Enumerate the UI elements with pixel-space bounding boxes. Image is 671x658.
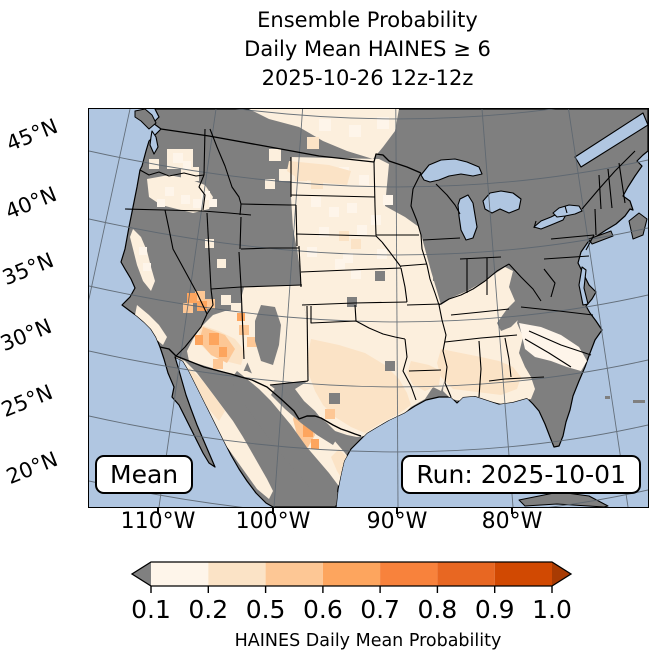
vancouver-island	[134, 109, 157, 130]
colorbar-over-arrow	[552, 562, 571, 586]
svg-text:1.0: 1.0	[532, 595, 572, 624]
puget-sound	[149, 130, 159, 155]
svg-text:0.6: 0.6	[303, 595, 343, 624]
colorbar-label: HAINES Daily Mean Probability	[235, 631, 502, 651]
islands	[134, 109, 648, 507]
border-canada	[160, 128, 422, 174]
colorbar-ticks	[150, 586, 553, 593]
nova-scotia	[628, 212, 648, 240]
run-annotation-box: Run: 2025-10-01	[401, 455, 641, 494]
map-canvas	[89, 109, 648, 507]
bahamas-1	[605, 396, 610, 399]
graticule	[89, 109, 648, 507]
lat-label-30n: 30°N	[0, 313, 56, 357]
colorbar: 0.1 0.2 0.5 0.6 0.7 0.8 0.9 1.0 HAINES D…	[130, 561, 573, 651]
title-line-1: Ensemble Probability	[257, 8, 478, 32]
chesapeake-bay	[578, 266, 589, 306]
lon-tick-80w	[511, 507, 513, 514]
svg-text:0.8: 0.8	[418, 595, 458, 624]
svg-text:0.1: 0.1	[131, 595, 171, 624]
lon-tick-90w	[396, 507, 398, 514]
lake-superior	[420, 158, 483, 183]
lat-label-25n: 25°N	[0, 379, 57, 423]
lat-label-40n: 40°N	[1, 181, 61, 225]
lon-tick-100w	[272, 507, 274, 514]
lat-label-45n: 45°N	[2, 113, 62, 157]
svg-text:0.2: 0.2	[188, 595, 228, 624]
map-axes	[88, 108, 649, 508]
title-line-3: 2025-10-26 12z-12z	[261, 66, 474, 90]
lake-ontario	[552, 204, 583, 218]
bahamas-2	[633, 400, 645, 403]
masked-overlays	[231, 259, 541, 505]
figure-title: Ensemble Probability Daily Mean HAINES ≥…	[88, 6, 647, 93]
state-borders	[124, 128, 636, 437]
lon-label-80w: 80°W	[481, 509, 543, 534]
lon-tick-110w	[157, 507, 159, 514]
lat-label-35n: 35°N	[0, 247, 58, 291]
lat-label-20n: 20°N	[2, 446, 62, 490]
title-line-2: Daily Mean HAINES ≥ 6	[244, 37, 491, 61]
mean-annotation-box: Mean	[95, 455, 194, 494]
colorbar-tick-labels: 0.1 0.2 0.5 0.6 0.7 0.8 0.9 1.0	[131, 595, 572, 624]
colorbar-under-arrow	[132, 562, 151, 586]
st-lawrence-estuary	[574, 112, 648, 168]
lakes	[149, 112, 648, 306]
svg-text:0.5: 0.5	[246, 595, 286, 624]
fill-bin-06-07	[187, 293, 319, 449]
border-mexico	[159, 346, 362, 437]
lon-label-100w: 100°W	[235, 509, 311, 534]
colorbar-segments	[132, 562, 571, 586]
svg-text:0.9: 0.9	[475, 595, 515, 624]
lon-label-110w: 110°W	[120, 509, 196, 534]
svg-text:0.7: 0.7	[360, 595, 400, 624]
lon-label-90w: 90°W	[366, 509, 428, 534]
